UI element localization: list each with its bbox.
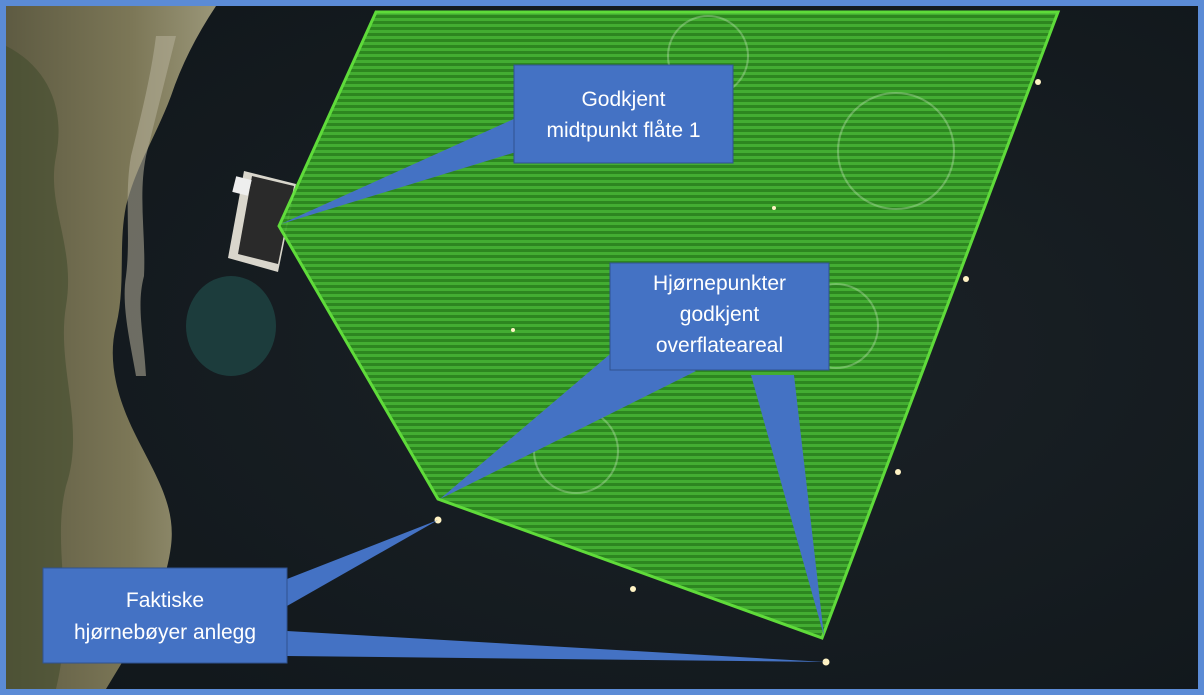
callout-corners[interactable]: Hjørnepunkter godkjent overflateareal: [609, 262, 830, 371]
feed-raft[interactable]: [228, 171, 296, 272]
pointer-midpoint: [281, 118, 516, 224]
pointer-buoys-upper: [287, 520, 438, 606]
buoy-marker: [511, 328, 515, 332]
callout-corners-line-3: overflateareal: [656, 334, 783, 357]
coastline-rocks: [124, 36, 176, 376]
callout-buoys[interactable]: Faktiske hjørnebøyer anlegg: [42, 567, 288, 664]
pointer-corners-right: [751, 375, 824, 636]
callout-corners-line-2: godkjent: [680, 303, 760, 326]
callout-corners-line-1: Hjørnepunkter: [653, 272, 786, 295]
callout-midpoint-line-1: Godkjent: [581, 88, 665, 111]
callout-buoys-line-2: hjørnebøyer anlegg: [74, 621, 256, 644]
buoy-marker: [1035, 79, 1041, 85]
callout-midpoint-line-2: midtpunkt flåte 1: [546, 119, 700, 142]
pointer-buoys-lower: [287, 631, 826, 662]
callout-buoys-line-1: Faktiske: [126, 589, 204, 612]
callout-pointers: [281, 118, 826, 662]
buoy-marker: [630, 586, 636, 592]
callout-midpoint[interactable]: Godkjent midtpunkt flåte 1: [513, 64, 734, 164]
pointer-corners-left: [440, 349, 696, 499]
buoy-marker: [963, 276, 969, 282]
satellite-map[interactable]: Godkjent midtpunkt flåte 1 Hjørnepunkter…: [6, 6, 1198, 689]
shallow-water: [186, 276, 276, 376]
land-vegetation: [6, 46, 74, 689]
buoy-marker: [895, 469, 901, 475]
buoys: [434, 79, 1041, 666]
buoy-marker: [772, 206, 776, 210]
